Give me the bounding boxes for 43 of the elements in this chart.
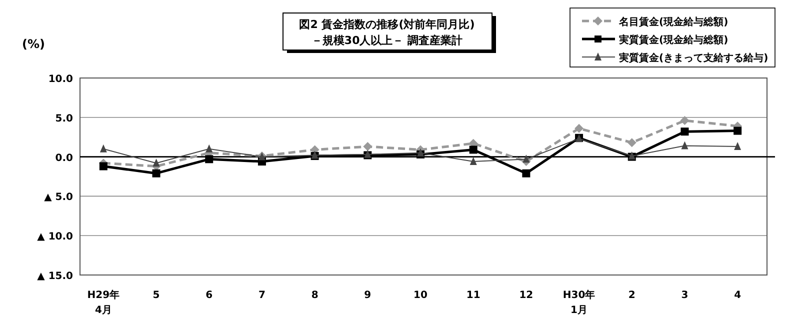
x-tick-label: H30年 1月 (562, 289, 596, 316)
x-tick-label: 2 (628, 290, 636, 301)
x-tick-label: 8 (311, 290, 318, 301)
legend-label: 実質賃金(きまって支給する給与) (618, 52, 768, 64)
legend-label: 名目賃金(現金給与総額) (618, 16, 728, 28)
point (363, 142, 372, 152)
chart-subtitle: －規模30人以上－ 調査産業計 (311, 34, 463, 47)
point (681, 141, 688, 150)
y-tick-label: 5.0 (55, 113, 74, 124)
y-tick-label: ▲ 15.0 (37, 271, 74, 282)
chart-title: 図2 賃金指数の推移(対前年同月比) (299, 18, 475, 31)
y-axis-title: (%) (22, 37, 45, 51)
y-tick-label: ▲ 5.0 (44, 192, 74, 204)
x-tick-label: 3 (681, 290, 688, 301)
x-tick-label: 6 (206, 290, 213, 301)
point (680, 128, 689, 136)
y-tick-label: 10.0 (48, 74, 74, 85)
point (627, 138, 636, 148)
point (152, 158, 160, 167)
point (522, 169, 530, 178)
point (680, 116, 690, 126)
x-tick-label: 10 (414, 290, 428, 301)
y-tick-label: 0.0 (55, 152, 74, 164)
point (469, 146, 478, 154)
point (99, 162, 108, 170)
point (205, 155, 214, 164)
point (206, 144, 213, 152)
legend-label: 実質賃金(現金給与総額) (618, 34, 728, 46)
x-tick-label: 9 (364, 290, 372, 301)
point (100, 144, 107, 152)
point (734, 142, 742, 150)
x-tick-label: 7 (258, 290, 266, 301)
x-tick-label: 4 (734, 290, 742, 301)
x-tick-label: 5 (152, 290, 160, 301)
point (734, 126, 742, 135)
x-tick-label: 12 (519, 290, 534, 301)
x-tick-label: H29年 4月 (87, 289, 120, 316)
point (522, 154, 530, 163)
y-tick-label: ▲ 10.0 (37, 232, 74, 243)
point (470, 157, 477, 166)
x-tick-label: 11 (466, 290, 480, 301)
point (152, 169, 160, 178)
point (574, 124, 584, 133)
